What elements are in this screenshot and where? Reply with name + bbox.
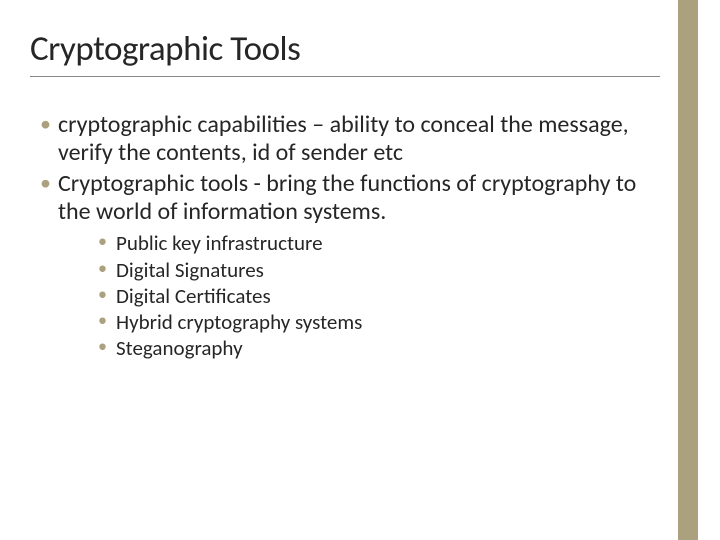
sub-bullet-text: Digital Certificates — [116, 283, 271, 309]
bullet-item: Cryptographic tools - bring the function… — [40, 170, 660, 362]
sub-bullet-text: Public key infrastructure — [116, 230, 323, 256]
sub-bullet-item: Steganography — [98, 335, 660, 361]
sub-bullet-item: Digital Signatures — [98, 257, 660, 283]
sub-bullet-item: Digital Certificates — [98, 283, 660, 309]
sub-bullet-item: Public key infrastructure — [98, 230, 660, 256]
main-bullet-list: cryptographic capabilities – ability to … — [30, 111, 660, 362]
bullet-text: cryptographic capabilities – ability to … — [58, 110, 629, 167]
sub-bullet-text: Digital Signatures — [116, 257, 264, 283]
slide-title: Cryptographic Tools — [30, 28, 660, 77]
bullet-text: Cryptographic tools - bring the function… — [58, 169, 636, 226]
accent-bar — [678, 0, 698, 540]
bullet-item: cryptographic capabilities – ability to … — [40, 111, 660, 168]
sub-bullet-text: Steganography — [116, 335, 243, 361]
slide-content: Cryptographic Tools cryptographic capabi… — [0, 0, 720, 362]
sub-bullet-text: Hybrid cryptography systems — [116, 309, 362, 335]
sub-bullet-list: Public key infrastructure Digital Signat… — [58, 230, 660, 361]
sub-bullet-item: Hybrid cryptography systems — [98, 309, 660, 335]
